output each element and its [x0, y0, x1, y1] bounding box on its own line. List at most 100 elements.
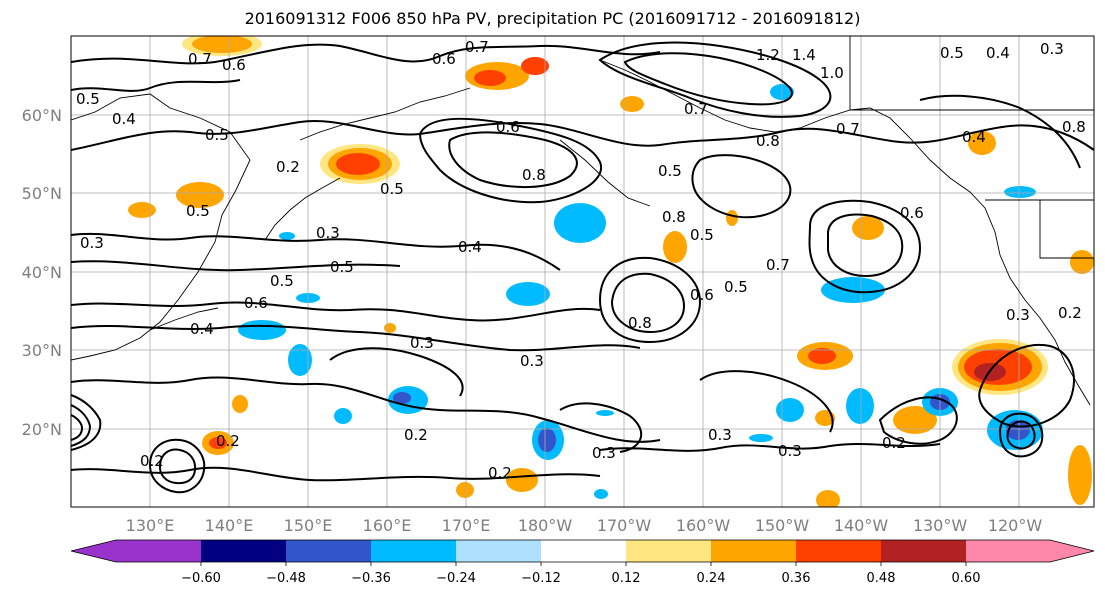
colorbar: −0.60 −0.48 −0.36 −0.24 −0.12 0.12 0.24 … [70, 539, 1095, 586]
lon-label: 140°W [834, 516, 889, 535]
contour-label: 0.6 [432, 50, 456, 68]
contour-label: 0.7 [188, 50, 212, 68]
contour-label: 0.2 [140, 452, 164, 470]
colorbar-tick-label: 0.24 [697, 571, 726, 586]
contour-label: 1.4 [792, 46, 816, 64]
precipitation-shading [128, 36, 1094, 507]
contour-label: 0.5 [690, 226, 714, 244]
contour-label: 0.2 [276, 158, 300, 176]
contour-label: 0.3 [520, 352, 544, 370]
contour-label: 0.6 [222, 56, 246, 74]
lon-label: 140°E [205, 516, 254, 535]
map-title: 2016091312 F006 850 hPa PV, precipitatio… [244, 9, 861, 28]
contour-label: 0.6 [496, 118, 520, 136]
lat-label: 60°N [22, 106, 62, 125]
map-frame [70, 35, 1095, 508]
contour-label: 0.7 [684, 100, 708, 118]
contour-label: 0.6 [900, 204, 924, 222]
contour-label: 0.3 [592, 444, 616, 462]
contour-label: 0.4 [986, 44, 1010, 62]
contour-label: 0.7 [465, 38, 489, 56]
contour-label: 0.5 [940, 44, 964, 62]
lon-label: 160°E [363, 516, 412, 535]
contour-label: 0.4 [190, 320, 214, 338]
contour-label: 0.2 [404, 426, 428, 444]
contour-label: 1.0 [820, 64, 844, 82]
contour-label: 0.5 [724, 278, 748, 296]
colorbar-segment [201, 540, 286, 562]
lon-label: 170°E [442, 516, 491, 535]
colorbar-tick-label: −0.24 [436, 571, 476, 586]
coastlines [71, 36, 1094, 406]
colorbar-segment [796, 540, 881, 562]
contour-label: 0.2 [488, 464, 512, 482]
contour-label: 0.6 [244, 294, 268, 312]
lat-label: 20°N [22, 420, 62, 439]
colorbar-tick-label: −0.12 [521, 571, 561, 586]
contour-label: 0.3 [80, 234, 104, 252]
contour-label: 0.5 [186, 202, 210, 220]
contour-label: 0.4 [962, 128, 986, 146]
graticule [71, 36, 1094, 507]
lon-label: 160°W [676, 516, 731, 535]
colorbar-segment [371, 540, 456, 562]
contour-label: 0.8 [1062, 118, 1086, 136]
contour-label: 0.5 [205, 126, 229, 144]
contour-label: 0.4 [458, 238, 482, 256]
lat-label: 40°N [22, 263, 62, 282]
contour-label: 0.4 [112, 110, 136, 128]
lat-label: 30°N [22, 341, 62, 360]
colorbar-segment [286, 540, 371, 562]
contour-label: 0.2 [1058, 304, 1082, 322]
pv-contours [71, 41, 1094, 494]
contour-label: 0.3 [410, 334, 434, 352]
colorbar-segment [711, 540, 796, 562]
colorbar-tick-label: −0.48 [266, 571, 306, 586]
contour-label: 0.5 [270, 272, 294, 290]
contour-label: 0.3 [778, 442, 802, 460]
colorbar-segment [626, 540, 711, 562]
contour-label: 0.7 [766, 256, 790, 274]
contour-label: 0.5 [380, 180, 404, 198]
lon-label: 170°W [597, 516, 652, 535]
contour-label: 0.8 [756, 132, 780, 150]
contour-label: 0.5 [658, 162, 682, 180]
contour-labels: 0.7 0.6 0.6 0.7 1.2 1.4 1.0 0.5 0.4 0.3 … [76, 38, 1086, 482]
contour-label: 0.6 [690, 286, 714, 304]
colorbar-segment [456, 540, 541, 562]
lon-label: 120°W [988, 516, 1043, 535]
lon-label: 130°E [126, 516, 175, 535]
contour-label: 0.2 [216, 432, 240, 450]
contour-label: 0.7 [836, 120, 860, 138]
colorbar-tick-label: 0.36 [782, 571, 811, 586]
contour-label: 0.3 [708, 426, 732, 444]
contour-label: 0.3 [1006, 306, 1030, 324]
contour-label: 0.8 [522, 166, 546, 184]
colorbar-segment [541, 540, 626, 562]
colorbar-tick-label: 0.60 [952, 571, 981, 586]
colorbar-tick-label: 0.12 [612, 571, 641, 586]
contour-label: 0.2 [882, 434, 906, 452]
colorbar-tick-label: −0.60 [181, 571, 221, 586]
lon-label: 150°W [755, 516, 810, 535]
contour-label: 0.5 [76, 90, 100, 108]
colorbar-extend-low [71, 540, 201, 562]
latitude-labels: 60°N 50°N 40°N 30°N 20°N [22, 106, 62, 439]
colorbar-extend-high [966, 540, 1094, 562]
colorbar-segment [881, 540, 966, 562]
colorbar-tick-label: −0.36 [351, 571, 391, 586]
longitude-labels: 130°E 140°E 150°E 160°E 170°E 180°W 170°… [126, 516, 1043, 535]
contour-label: 1.2 [756, 46, 780, 64]
colorbar-tick-label: 0.48 [867, 571, 896, 586]
contour-label: 0.3 [1040, 40, 1064, 58]
contour-label: 0.5 [330, 258, 354, 276]
contour-label: 0.3 [316, 224, 340, 242]
precip-blob-positive [128, 36, 1094, 507]
lon-label: 130°W [913, 516, 968, 535]
lon-label: 150°E [284, 516, 333, 535]
contour-label: 0.8 [628, 314, 652, 332]
lat-label: 50°N [22, 184, 62, 203]
lon-label: 180°W [518, 516, 573, 535]
contour-label: 0.8 [662, 208, 686, 226]
